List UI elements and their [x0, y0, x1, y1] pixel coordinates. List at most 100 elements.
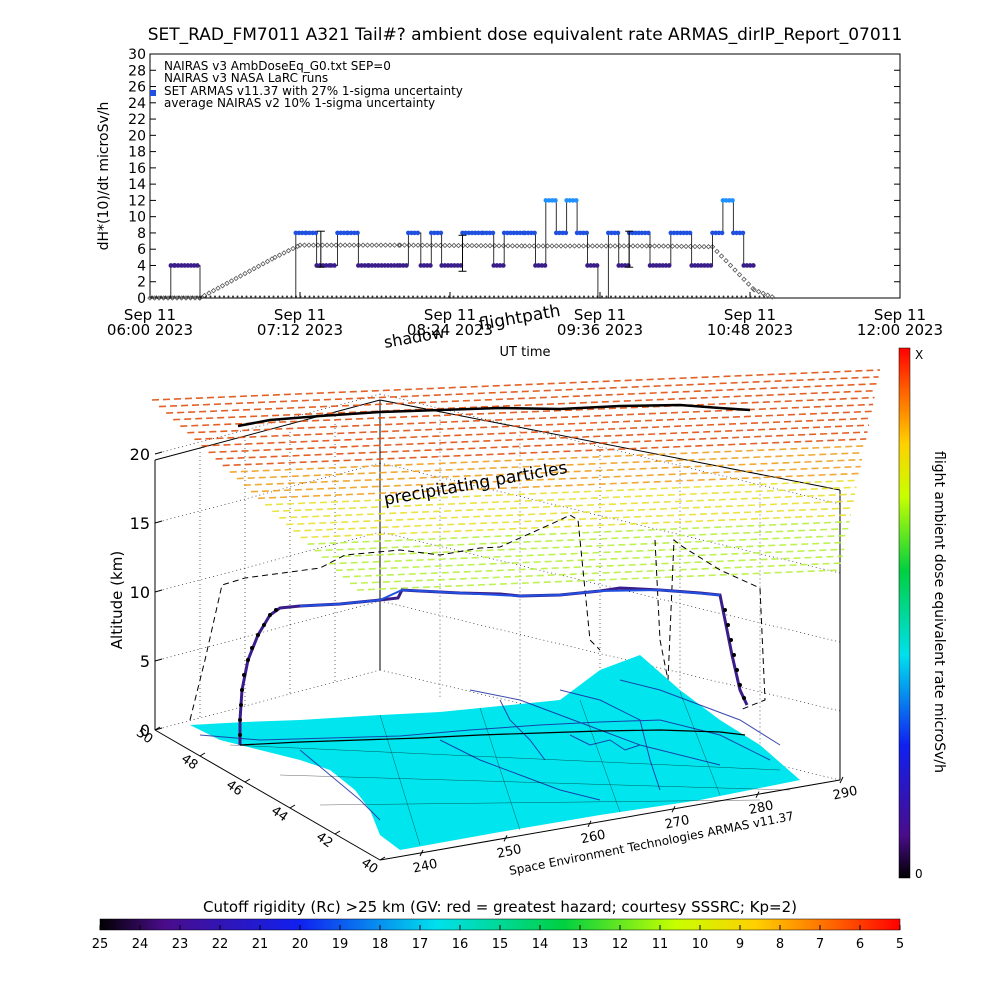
cutoff-tick-label: 8	[776, 937, 784, 952]
armas-point	[751, 263, 756, 268]
baseline-point	[290, 295, 293, 298]
flightpath-track-highlight	[299, 588, 721, 607]
nairas-model-point	[518, 243, 525, 249]
baseline-point	[398, 295, 401, 298]
particle-layer-row	[166, 382, 878, 414]
armas-point	[356, 263, 361, 268]
cutoff-tick-label: 23	[172, 937, 189, 952]
nairas-model-point	[242, 270, 248, 277]
nairas-model-point	[246, 268, 253, 274]
nairas-model-point	[558, 243, 564, 249]
annotation-shadow: shadow	[382, 323, 446, 352]
baseline-point	[619, 295, 621, 298]
baseline-point	[245, 295, 248, 298]
armas-point	[549, 198, 555, 203]
armas-point	[560, 230, 565, 236]
baseline-point	[722, 295, 725, 298]
armas-point	[720, 198, 726, 203]
baseline-point	[299, 295, 302, 298]
particle-layer-row	[272, 486, 857, 513]
top-y-tick-label: 8	[137, 226, 146, 242]
armas-point	[307, 230, 312, 236]
baseline-point	[416, 295, 419, 298]
cutoff-tick-label: 7	[816, 937, 824, 952]
baseline-point	[407, 295, 410, 298]
armas-point	[744, 263, 750, 268]
nairas-model-point	[718, 253, 725, 259]
armas-point	[573, 198, 579, 203]
ground-track	[239, 729, 746, 746]
nairas-model-point	[660, 243, 667, 249]
top-y-tick-label: 20	[128, 128, 146, 144]
nairas-model-point	[192, 295, 198, 301]
cutoff-tick-label: 13	[572, 937, 589, 952]
nairas-model-point	[373, 242, 380, 248]
particle-layer-row	[187, 403, 874, 434]
nairas-model-point	[665, 243, 671, 249]
baseline-point	[394, 295, 396, 298]
nairas-model-point	[301, 242, 308, 248]
altitude-tick-label: 5	[140, 652, 150, 671]
nairas-model-point	[621, 243, 627, 249]
nairas-model-point	[709, 244, 716, 250]
altitude-gridline-left	[154, 393, 381, 455]
armas-point	[553, 198, 558, 203]
nairas-model-point	[446, 242, 453, 249]
top-y-tick-label: 0	[137, 291, 146, 307]
top-y-tick-label: 2	[137, 275, 146, 291]
latitude-tick-mark	[289, 804, 296, 809]
top-y-tick-label: 16	[128, 161, 146, 177]
armas-point	[392, 263, 397, 268]
altitude-gridline-back	[379, 531, 841, 643]
armas-step-line	[150, 200, 755, 299]
armas-point	[654, 263, 659, 268]
armas-point	[452, 263, 457, 268]
armas-point	[191, 263, 197, 268]
baseline-point	[727, 295, 729, 298]
armas-point	[296, 230, 302, 236]
baseline-point	[434, 295, 437, 298]
armas-point	[432, 230, 437, 236]
armas-point	[741, 263, 747, 268]
armas-point	[397, 263, 403, 268]
baseline-point	[574, 295, 576, 298]
dose-colorbar-top-label: X	[915, 348, 923, 362]
nairas-model-point	[585, 243, 591, 249]
baseline-point	[632, 295, 635, 298]
nairas-model-point	[324, 242, 330, 248]
cutoff-tick-label: 10	[692, 937, 709, 952]
armas-point	[494, 263, 500, 268]
baseline-point	[623, 295, 626, 298]
armas-point	[564, 198, 569, 203]
altitude-gridline-back	[379, 600, 841, 712]
nairas-model-point	[346, 242, 353, 248]
top-x-tick-label-time: 09:36 2023	[557, 321, 643, 339]
armas-point	[505, 230, 510, 236]
altitude-gridline-left	[154, 600, 381, 662]
baseline-point	[286, 295, 288, 298]
longitude-tick-label: 240	[412, 857, 439, 877]
baseline-point	[628, 295, 630, 298]
armas-point	[719, 230, 725, 236]
armas-point	[406, 230, 411, 236]
armas-point	[359, 263, 364, 268]
cutoff-tick-label: 15	[492, 937, 509, 952]
baseline-point	[227, 295, 230, 298]
armas-point	[727, 198, 732, 203]
nairas-model-point	[442, 242, 448, 249]
nairas-model-point	[678, 243, 685, 250]
baseline-point	[547, 295, 549, 298]
nairas-model-point	[178, 295, 185, 301]
baseline-point	[587, 295, 590, 298]
longitude-tick-mark	[839, 776, 844, 784]
nairas-model-point	[576, 243, 582, 249]
armas-point	[702, 263, 707, 268]
nairas-model-point	[741, 276, 747, 283]
baseline-point	[488, 295, 491, 298]
latitude-tick-mark	[199, 752, 206, 757]
nairas-model-point	[571, 243, 578, 249]
nairas-model-point	[328, 242, 335, 248]
armas-point	[168, 263, 174, 268]
nairas-model-point	[455, 242, 462, 249]
top-x-tick-label-day: Sep 11	[574, 306, 626, 324]
